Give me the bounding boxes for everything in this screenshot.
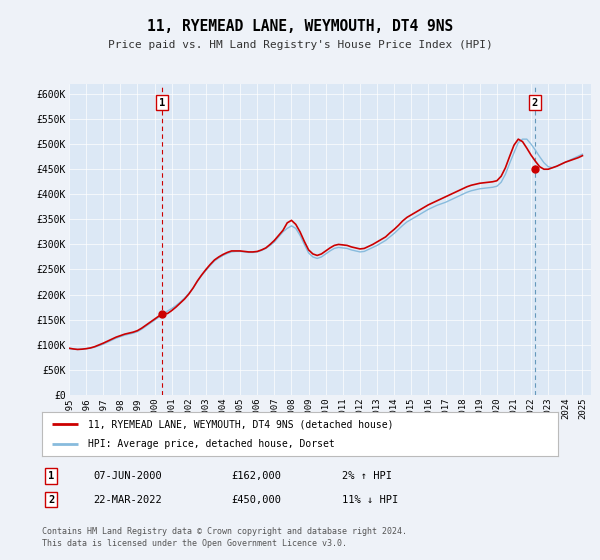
Text: 1: 1 <box>159 97 165 108</box>
Text: Contains HM Land Registry data © Crown copyright and database right 2024.
This d: Contains HM Land Registry data © Crown c… <box>42 527 407 548</box>
Text: 1: 1 <box>48 471 54 481</box>
Text: 2: 2 <box>532 97 538 108</box>
Text: HPI: Average price, detached house, Dorset: HPI: Average price, detached house, Dors… <box>88 439 335 449</box>
Text: 07-JUN-2000: 07-JUN-2000 <box>93 471 162 481</box>
Text: 22-MAR-2022: 22-MAR-2022 <box>93 494 162 505</box>
Text: 11, RYEMEAD LANE, WEYMOUTH, DT4 9NS (detached house): 11, RYEMEAD LANE, WEYMOUTH, DT4 9NS (det… <box>88 419 394 429</box>
Text: 11% ↓ HPI: 11% ↓ HPI <box>342 494 398 505</box>
Text: £162,000: £162,000 <box>231 471 281 481</box>
Text: 2% ↑ HPI: 2% ↑ HPI <box>342 471 392 481</box>
Text: 11, RYEMEAD LANE, WEYMOUTH, DT4 9NS: 11, RYEMEAD LANE, WEYMOUTH, DT4 9NS <box>147 20 453 34</box>
Text: 2: 2 <box>48 494 54 505</box>
Text: £450,000: £450,000 <box>231 494 281 505</box>
Text: Price paid vs. HM Land Registry's House Price Index (HPI): Price paid vs. HM Land Registry's House … <box>107 40 493 50</box>
